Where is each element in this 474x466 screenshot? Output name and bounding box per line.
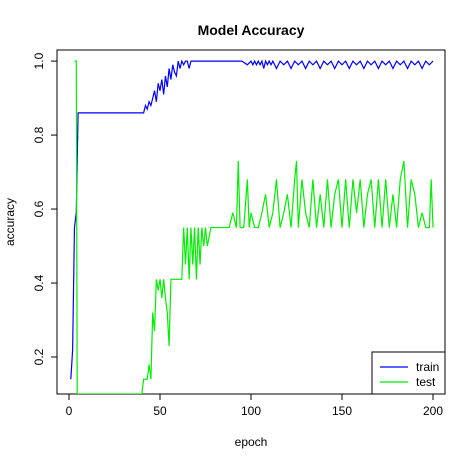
- legend-box: [371, 351, 446, 395]
- legend-label-train: train: [416, 360, 439, 374]
- legend-label-test: test: [416, 375, 436, 389]
- legend: train test: [371, 351, 446, 395]
- y-tick-label-4: 1.0: [32, 52, 46, 69]
- x-axis-label: epoch: [235, 435, 268, 449]
- series-line-train: [70, 59, 434, 380]
- plot-frame: [56, 49, 446, 395]
- x-tick-label-3: 150: [332, 404, 352, 418]
- x-axis: 0 50 100 150 200: [66, 394, 443, 418]
- x-tick-label-2: 100: [241, 404, 261, 418]
- y-tick-label-1: 0.4: [32, 274, 46, 291]
- x-tick-label-0: 0: [66, 404, 73, 418]
- y-tick-label-2: 0.6: [32, 200, 46, 217]
- chart-title: Model Accuracy: [198, 22, 305, 38]
- x-tick-label-1: 50: [153, 404, 167, 418]
- series-layer: [70, 59, 434, 394]
- y-axis: 0.2 0.4 0.6 0.8 1.0: [32, 52, 57, 365]
- series-line-test: [74, 60, 434, 394]
- x-tick-label-4: 200: [423, 404, 443, 418]
- y-axis-label: accuracy: [3, 198, 17, 246]
- y-tick-label-3: 0.8: [32, 126, 46, 143]
- y-tick-label-0: 0.2: [32, 348, 46, 365]
